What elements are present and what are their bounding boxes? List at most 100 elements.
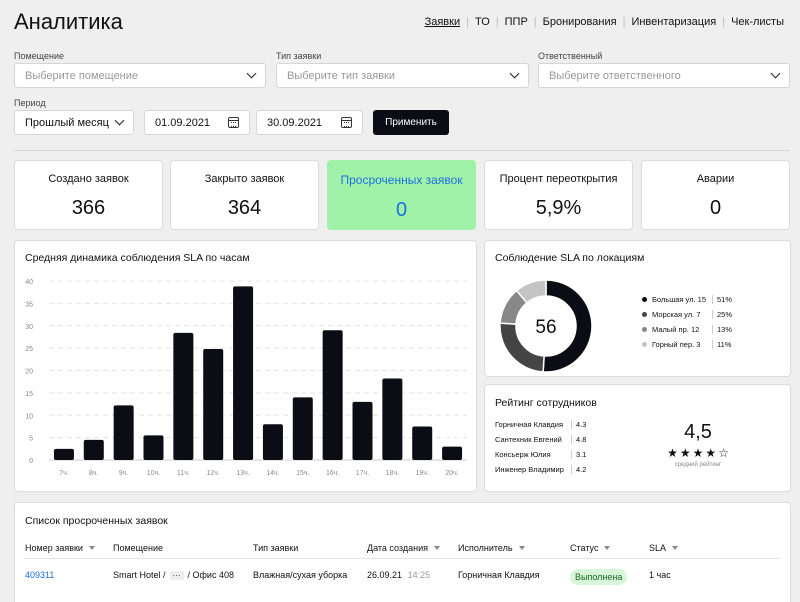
legend-item: Большая ул. 15 51%: [642, 292, 732, 307]
y-tick-label: 0: [29, 458, 33, 465]
request-sla: 1 час: [649, 570, 671, 580]
column-header-assignee[interactable]: Исполнитель: [458, 543, 525, 553]
kpi-value: 364: [227, 197, 262, 219]
bar: [352, 401, 373, 460]
employee-row: Консьерж Юлия 3.1: [495, 447, 586, 462]
column-header-date[interactable]: Дата создания: [367, 543, 440, 553]
type-select-placeholder: Выберите тип заявки: [287, 69, 396, 82]
kpi-closed: Закрыто заявок 364: [170, 160, 319, 230]
bar: [322, 330, 343, 460]
sla-hourly-chart: 0 5 10 15 20 25 30 35 40 7ч. 8ч. 9ч. 10ч. 11ч. 12ч. 13ч…: [25, 279, 467, 477]
sort-icon[interactable]: [672, 546, 679, 550]
request-date-day: 26.09.21: [367, 570, 403, 580]
request-date-time: 14:25: [407, 570, 431, 580]
legend-item: Горный пер. 3 11%: [642, 337, 732, 352]
column-header-number[interactable]: Номер заявки: [25, 543, 95, 553]
sort-icon[interactable]: [88, 546, 95, 550]
nav-separator: |: [722, 16, 726, 28]
assignee-select[interactable]: Выберите ответственного: [538, 63, 790, 88]
sla-locations-card: Соблюдение SLA по локациям 56 Большая ул…: [484, 240, 791, 377]
x-tick-label: 15ч.: [296, 470, 309, 477]
legend-item: Морская ул. 7 25%: [642, 307, 732, 322]
kpi-label: Создано заявок: [48, 173, 129, 185]
sort-icon[interactable]: [434, 546, 440, 550]
x-tick-label: 14ч.: [266, 470, 279, 477]
overdue-list-card: Список просроченных заявок Номер заявки …: [14, 502, 791, 602]
nav-separator: |: [533, 16, 537, 28]
bar: [262, 424, 283, 460]
x-tick-label: 17ч.: [356, 470, 369, 477]
column-header-type[interactable]: Тип заявки: [253, 543, 298, 553]
request-assignee: Горничная Клавдия: [458, 570, 540, 580]
kpi-label: Просроченных заявок: [340, 173, 463, 187]
nav-maintenance[interactable]: ТО: [474, 16, 490, 28]
bar: [412, 426, 433, 460]
nav-checklists[interactable]: Чек-листы: [731, 16, 784, 28]
date-to-input[interactable]: 30.09.2021: [256, 110, 363, 135]
room-filter-label: Помещение: [14, 51, 64, 61]
type-filter-label: Тип заявки: [276, 51, 322, 61]
nav-separator: |: [622, 16, 626, 28]
date-to-value: 30.09.2021: [267, 116, 323, 129]
breadcrumb-ellipsis-button[interactable]: ···: [169, 570, 184, 580]
calendar-icon[interactable]: [228, 117, 239, 128]
employee-name: Консьерж Юлия: [495, 450, 551, 459]
employee-score: 4.2: [571, 465, 586, 474]
nav-requests[interactable]: Заявки: [424, 16, 461, 28]
legend-dot-icon: [642, 342, 647, 347]
star-filled-icon: ★: [705, 446, 717, 460]
kpi-value: 0: [395, 199, 408, 221]
room-path-end: / Офис 408: [187, 570, 234, 580]
bar: [83, 439, 104, 460]
x-tick-label: 19ч.: [416, 470, 429, 477]
card-title: Рейтинг сотрудников: [495, 397, 597, 409]
chevron-down-icon: [509, 68, 520, 79]
top-nav: Заявки | ТО | ППР | Бронирования | Инвен…: [419, 16, 790, 28]
bar: [382, 378, 403, 460]
room-select[interactable]: Выберите помещение: [14, 63, 266, 88]
column-header-label: Дата создания: [367, 543, 428, 553]
period-select[interactable]: Прошлый месяц: [14, 110, 134, 135]
column-header-status[interactable]: Статус: [570, 543, 611, 553]
kpi-overdue: Просроченных заявок 0: [327, 160, 476, 230]
column-header-sla[interactable]: SLA: [649, 543, 679, 553]
x-tick-label: 8ч.: [89, 470, 99, 477]
card-title: Соблюдение SLA по локациям: [495, 252, 645, 264]
chevron-down-icon: [246, 68, 257, 79]
nav-ppr[interactable]: ППР: [504, 16, 528, 28]
date-from-input[interactable]: 01.09.2021: [144, 110, 250, 135]
apply-button[interactable]: Применить: [373, 110, 449, 135]
sort-icon[interactable]: [518, 546, 525, 550]
nav-inventory[interactable]: Инвентаризация: [631, 16, 717, 28]
kpi-reopen-rate: Процент переоткрытия 5,9%: [484, 160, 633, 230]
card-title: Список просроченных заявок: [25, 515, 168, 527]
column-header-label: Исполнитель: [458, 543, 513, 553]
bar: [113, 405, 134, 460]
request-number-link[interactable]: 409311: [25, 570, 55, 580]
legend-item: Малый пр. 12 13%: [642, 322, 732, 337]
star-filled-icon: ★: [679, 446, 691, 460]
type-select[interactable]: Выберите тип заявки: [276, 63, 529, 88]
employee-name: Сантехник Евгений: [495, 435, 562, 444]
kpi-accidents: Аварии 0: [641, 160, 790, 230]
nav-bookings[interactable]: Бронирования: [542, 16, 617, 28]
legend-label: Горный пер. 3: [652, 340, 701, 349]
x-tick-label: 7ч.: [59, 470, 69, 477]
nav-separator: |: [495, 16, 499, 28]
column-header-room[interactable]: Помещение: [113, 543, 163, 553]
employee-list: Горничная Клавдия 4.3 Сантехник Евгений …: [495, 417, 586, 477]
employee-score: 4.8: [571, 435, 586, 444]
kpi-label: Аварии: [696, 173, 735, 185]
legend-value: 25%: [712, 310, 732, 319]
employee-row: Сантехник Евгений 4.8: [495, 432, 586, 447]
request-room: Smart Hotel / ··· / Офис 408: [113, 570, 234, 580]
calendar-icon[interactable]: [341, 117, 352, 128]
y-tick-label: 25: [25, 346, 33, 353]
status-badge: Выполнена: [570, 567, 628, 585]
average-rating-value: 4,5: [684, 421, 712, 443]
room-path-start: Smart Hotel /: [113, 570, 166, 580]
x-tick-label: 10ч.: [147, 470, 160, 477]
bar: [143, 435, 164, 460]
sort-icon[interactable]: [604, 546, 611, 550]
sla-locations-donut: 56: [499, 279, 593, 373]
